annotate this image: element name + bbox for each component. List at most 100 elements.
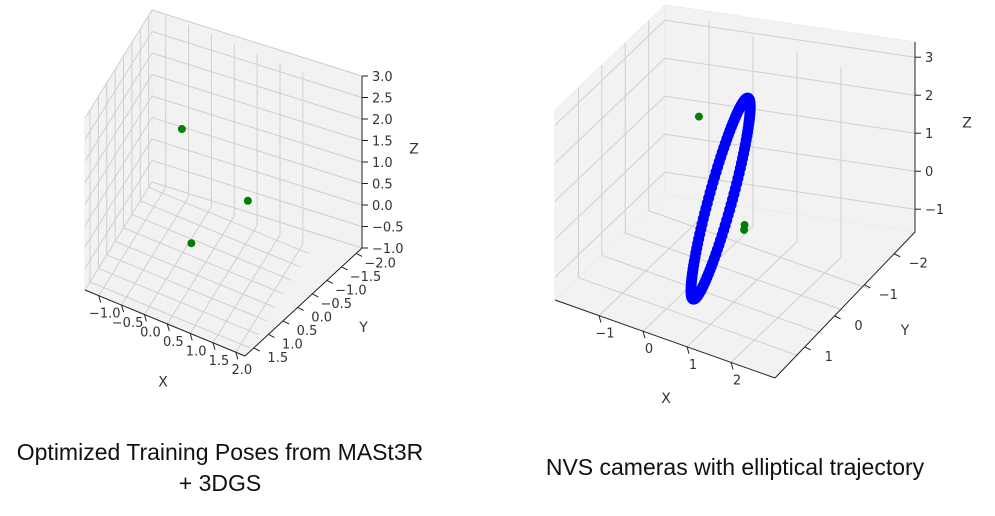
y-tick bbox=[282, 320, 290, 325]
grid-line bbox=[648, 210, 869, 290]
x-axis-line bbox=[554, 299, 776, 379]
grid-line bbox=[84, 52, 153, 162]
x-axis-title: X bbox=[661, 391, 671, 407]
x-tick bbox=[212, 342, 216, 350]
grid-line bbox=[151, 117, 363, 184]
grid-line bbox=[664, 171, 916, 210]
camera-pose-point bbox=[177, 125, 186, 134]
camera-pose-point bbox=[243, 196, 252, 205]
x-tick-label: 1 bbox=[689, 358, 697, 373]
x-axis-line bbox=[84, 289, 246, 357]
z-axis-title: Z bbox=[962, 116, 972, 132]
x-tick bbox=[166, 323, 170, 332]
y-tick-label: −2.0 bbox=[364, 256, 396, 271]
y-tick-label: 1.0 bbox=[282, 337, 303, 352]
y-axis-line bbox=[774, 231, 916, 379]
grid-line bbox=[84, 138, 153, 248]
grid-line bbox=[664, 133, 916, 172]
x-tick bbox=[121, 304, 125, 313]
grid-line bbox=[151, 160, 363, 227]
x-tick bbox=[98, 295, 102, 303]
z-tick-label: −1 bbox=[925, 203, 944, 218]
grid-line bbox=[84, 95, 153, 205]
z-tick-label: 0 bbox=[925, 165, 933, 180]
y-tick-label: −1 bbox=[879, 288, 898, 303]
y-axis-line bbox=[244, 247, 363, 357]
grid-line bbox=[98, 267, 259, 335]
grid-line bbox=[625, 232, 846, 312]
z-tick-label: 3.0 bbox=[372, 70, 393, 85]
y-tick-label: −0.5 bbox=[320, 297, 352, 312]
grid-line bbox=[578, 277, 799, 357]
grid-line bbox=[131, 213, 293, 281]
grid-line bbox=[598, 210, 710, 316]
grid-line bbox=[84, 74, 153, 183]
x-tick-label: −1.0 bbox=[89, 307, 121, 322]
z-tick-label: 2 bbox=[925, 89, 933, 104]
y-tick bbox=[341, 266, 348, 271]
z-tick-label: 2.5 bbox=[372, 92, 393, 107]
camera-pose-point bbox=[694, 112, 703, 121]
grid-line bbox=[151, 138, 363, 206]
z-tick-label: 1.0 bbox=[372, 156, 393, 171]
y-tick-label: 1.5 bbox=[267, 351, 288, 366]
camera-pose-point bbox=[187, 239, 196, 248]
y-tick bbox=[864, 284, 871, 289]
x-tick-label: 1.0 bbox=[186, 344, 207, 359]
y-axis-title: Y bbox=[900, 323, 910, 339]
y-tick-label: 0 bbox=[854, 319, 862, 334]
y-tick bbox=[804, 346, 812, 351]
grid-line bbox=[166, 215, 235, 325]
x-tick-label: 1.5 bbox=[209, 354, 230, 369]
grid-line bbox=[151, 52, 363, 120]
x-tick bbox=[189, 333, 193, 341]
grid-line bbox=[84, 117, 153, 226]
grid-line bbox=[730, 257, 842, 363]
y-tick bbox=[326, 279, 334, 284]
grid-line bbox=[106, 254, 267, 322]
right-plot-caption: NVS cameras with elliptical trajectory bbox=[545, 454, 925, 480]
z-axis-title: Z bbox=[409, 141, 419, 157]
grid-line bbox=[121, 196, 189, 306]
grid-line bbox=[189, 225, 258, 334]
z-tick-label: −1.0 bbox=[372, 242, 404, 257]
camera-pose-point bbox=[740, 221, 749, 230]
grid-line bbox=[84, 181, 153, 291]
grid-line bbox=[123, 227, 284, 295]
grid-line bbox=[151, 95, 363, 163]
z-tick-label: 2.0 bbox=[372, 113, 393, 128]
grid-line bbox=[151, 74, 363, 141]
grid-line bbox=[148, 186, 309, 254]
grid-line bbox=[151, 31, 363, 98]
grid-line bbox=[151, 181, 363, 249]
y-tick-label: −1.0 bbox=[335, 283, 367, 298]
grid-line bbox=[664, 19, 916, 58]
y-axis-title: Y bbox=[358, 320, 368, 336]
y-tick bbox=[268, 333, 275, 338]
grid-line bbox=[144, 206, 212, 315]
y-tick bbox=[297, 306, 304, 311]
trajectory-camera-point bbox=[716, 229, 728, 241]
x-tick bbox=[143, 314, 147, 322]
grid-line bbox=[554, 19, 666, 126]
y-tick bbox=[253, 347, 260, 352]
z-tick-label: 1.5 bbox=[372, 135, 393, 150]
x-tick-label: 0.0 bbox=[140, 326, 161, 341]
y-tick bbox=[355, 252, 363, 257]
x-tick-label: 2.0 bbox=[232, 363, 253, 378]
grid-line bbox=[554, 57, 666, 164]
y-tick bbox=[893, 253, 901, 258]
grid-line bbox=[664, 95, 916, 134]
z-tick-label: 1 bbox=[925, 127, 933, 142]
y-tick-label: −1.5 bbox=[350, 270, 382, 285]
grid-line bbox=[686, 241, 798, 348]
x-tick-label: −1 bbox=[595, 327, 614, 342]
x-tick bbox=[642, 331, 646, 339]
y-tick-label: 0.0 bbox=[311, 310, 332, 325]
y-tick-label: 1 bbox=[825, 350, 833, 365]
grid-line bbox=[84, 160, 153, 269]
x-tick bbox=[686, 346, 690, 354]
grid-line bbox=[554, 171, 666, 278]
grid-line bbox=[140, 200, 301, 268]
